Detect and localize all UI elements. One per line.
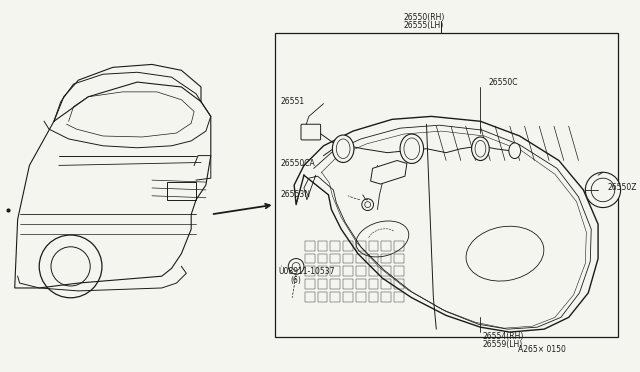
Text: 26553N: 26553N: [280, 190, 310, 199]
Bar: [330, 241, 340, 251]
Bar: [381, 254, 391, 263]
Bar: [317, 266, 328, 276]
Bar: [305, 279, 315, 289]
Bar: [356, 254, 365, 263]
Text: 26550CA: 26550CA: [280, 159, 315, 168]
Bar: [343, 254, 353, 263]
Text: 26559(LH): 26559(LH): [483, 340, 523, 349]
Bar: [381, 279, 391, 289]
Bar: [369, 292, 378, 302]
Bar: [317, 241, 328, 251]
Circle shape: [288, 259, 304, 274]
Bar: [343, 279, 353, 289]
Text: 26550Z: 26550Z: [608, 183, 637, 192]
Ellipse shape: [509, 143, 520, 158]
Text: 26550C: 26550C: [488, 78, 518, 87]
Bar: [166, 182, 196, 200]
Bar: [369, 241, 378, 251]
Text: 26554(RH): 26554(RH): [483, 333, 524, 341]
Bar: [305, 266, 315, 276]
Text: 26551: 26551: [280, 97, 305, 106]
Text: A265× 0150: A265× 0150: [518, 345, 566, 354]
Bar: [369, 266, 378, 276]
Bar: [317, 254, 328, 263]
Bar: [343, 241, 353, 251]
Bar: [394, 266, 404, 276]
Bar: [330, 266, 340, 276]
Bar: [369, 254, 378, 263]
Bar: [394, 292, 404, 302]
Bar: [394, 254, 404, 263]
FancyBboxPatch shape: [301, 124, 321, 140]
Bar: [394, 241, 404, 251]
Bar: [356, 279, 365, 289]
Text: Ù08911-10537: Ù08911-10537: [278, 267, 335, 276]
Polygon shape: [371, 160, 407, 184]
Bar: [305, 241, 315, 251]
Bar: [275, 33, 618, 337]
Bar: [381, 292, 391, 302]
Bar: [343, 292, 353, 302]
Bar: [330, 292, 340, 302]
Bar: [356, 266, 365, 276]
Bar: [330, 279, 340, 289]
Bar: [317, 279, 328, 289]
Bar: [330, 254, 340, 263]
Ellipse shape: [400, 134, 424, 163]
Bar: [356, 292, 365, 302]
Text: (6): (6): [290, 276, 301, 285]
Bar: [369, 279, 378, 289]
Bar: [381, 241, 391, 251]
Bar: [317, 292, 328, 302]
Bar: [343, 266, 353, 276]
Text: 26555(LH): 26555(LH): [404, 21, 444, 30]
Bar: [305, 292, 315, 302]
Bar: [305, 254, 315, 263]
Ellipse shape: [472, 137, 489, 160]
Bar: [356, 241, 365, 251]
Ellipse shape: [332, 135, 354, 163]
Text: 26550(RH): 26550(RH): [404, 13, 445, 22]
Bar: [394, 279, 404, 289]
Bar: [381, 266, 391, 276]
Circle shape: [586, 172, 621, 208]
